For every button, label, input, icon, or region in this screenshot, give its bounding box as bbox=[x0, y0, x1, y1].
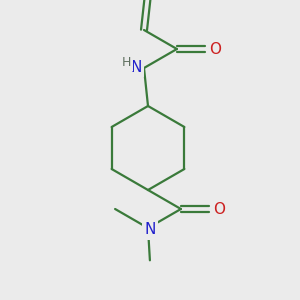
Text: O: O bbox=[209, 41, 221, 56]
Text: O: O bbox=[213, 202, 225, 217]
Text: N: N bbox=[144, 223, 156, 238]
Text: N: N bbox=[130, 59, 142, 74]
Text: H: H bbox=[121, 56, 131, 70]
